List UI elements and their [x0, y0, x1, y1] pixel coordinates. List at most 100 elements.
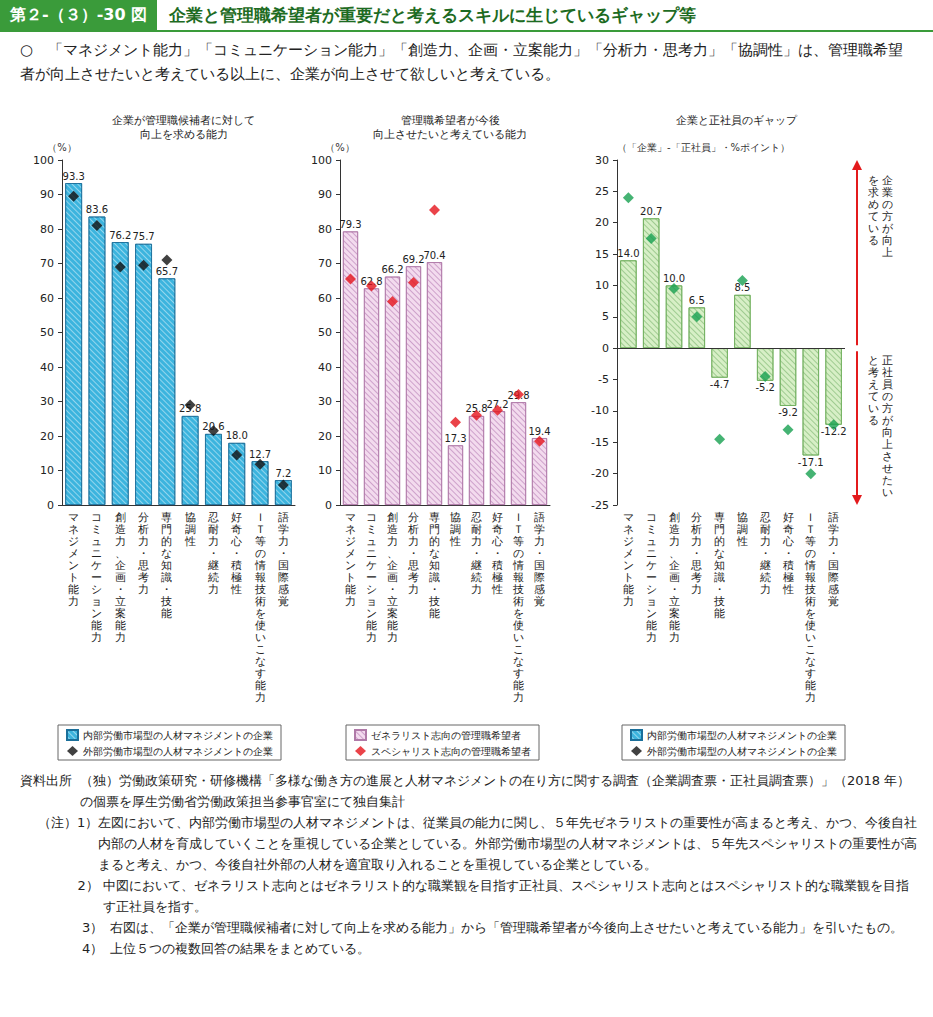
svg-text:力: 力	[646, 631, 657, 644]
svg-text:（「企業」-「正社員」・%ポイント）: （「企業」-「正社員」・%ポイント）	[617, 142, 790, 153]
svg-text:10: 10	[318, 464, 332, 477]
svg-text:力: 力	[408, 583, 419, 596]
svg-text:い: い	[882, 486, 893, 499]
svg-text:-10: -10	[591, 404, 609, 417]
svg-text:19.4: 19.4	[528, 426, 550, 437]
svg-text:100: 100	[33, 154, 54, 167]
svg-text:70.4: 70.4	[423, 250, 445, 261]
svg-text:20.7: 20.7	[640, 206, 662, 217]
svg-text:76.2: 76.2	[109, 230, 131, 241]
svg-text:向上を求める能力: 向上を求める能力	[140, 128, 228, 141]
svg-text:14.0: 14.0	[617, 248, 639, 259]
svg-text:上: 上	[882, 246, 893, 259]
svg-text:性: 性	[782, 583, 794, 596]
svg-text:93.3: 93.3	[63, 171, 85, 182]
svg-text:覚: 覚	[828, 595, 839, 608]
svg-text:外部労働市場型の人材マネジメントの企業: 外部労働市場型の人材マネジメントの企業	[647, 746, 837, 757]
svg-text:企業と正社員のギャップ: 企業と正社員のギャップ	[676, 114, 798, 127]
svg-text:（%）: （%）	[325, 142, 355, 153]
svg-text:15: 15	[595, 248, 609, 261]
svg-text:-5.2: -5.2	[755, 382, 775, 393]
svg-text:力: 力	[366, 631, 377, 644]
svg-text:0: 0	[602, 342, 609, 355]
svg-text:力: 力	[513, 691, 524, 704]
svg-text:90: 90	[318, 188, 332, 201]
svg-text:70: 70	[40, 257, 54, 270]
svg-text:る: る	[868, 414, 879, 427]
svg-text:力: 力	[760, 583, 771, 596]
svg-text:能: 能	[161, 607, 172, 620]
svg-text:75.7: 75.7	[132, 231, 154, 242]
svg-text:内部労働市場型の人材マネジメントの企業: 内部労働市場型の人材マネジメントの企業	[83, 730, 273, 741]
svg-text:力: 力	[255, 691, 266, 704]
svg-text:-15: -15	[591, 436, 609, 449]
svg-text:-4.7: -4.7	[710, 379, 730, 390]
svg-text:力: 力	[805, 691, 816, 704]
svg-text:-17.1: -17.1	[798, 457, 824, 468]
svg-text:65.7: 65.7	[156, 266, 178, 277]
svg-text:100: 100	[311, 154, 332, 167]
svg-text:40: 40	[318, 361, 332, 374]
svg-text:17.3: 17.3	[444, 433, 466, 444]
svg-text:40: 40	[40, 361, 54, 374]
svg-text:る: る	[868, 234, 879, 247]
svg-text:力: 力	[623, 595, 634, 608]
svg-text:60: 60	[40, 292, 54, 305]
svg-text:力: 力	[91, 631, 102, 644]
svg-text:性: 性	[449, 535, 461, 548]
svg-text:80: 80	[318, 223, 332, 236]
svg-text:性: 性	[491, 583, 503, 596]
svg-text:力: 力	[669, 631, 680, 644]
svg-text:30: 30	[595, 154, 609, 167]
svg-text:29.8: 29.8	[507, 390, 529, 401]
svg-text:60: 60	[318, 292, 332, 305]
svg-text:30: 30	[40, 395, 54, 408]
svg-text:性: 性	[184, 535, 196, 548]
svg-text:-20: -20	[591, 467, 609, 480]
svg-text:50: 50	[40, 326, 54, 339]
svg-text:70: 70	[318, 257, 332, 270]
svg-text:7.2: 7.2	[275, 468, 291, 479]
svg-text:80: 80	[40, 223, 54, 236]
svg-text:力: 力	[345, 595, 356, 608]
svg-text:69.2: 69.2	[402, 254, 424, 265]
svg-text:力: 力	[115, 631, 126, 644]
svg-text:スペシャリスト志向の管理職希望者: スペシャリスト志向の管理職希望者	[371, 746, 531, 757]
svg-text:-9.2: -9.2	[778, 407, 798, 418]
svg-text:10.0: 10.0	[663, 273, 685, 284]
svg-text:力: 力	[138, 583, 149, 596]
svg-text:能: 能	[429, 607, 440, 620]
svg-text:6.5: 6.5	[689, 295, 705, 306]
svg-text:10: 10	[595, 279, 609, 292]
svg-text:向上させたいと考えている能力: 向上させたいと考えている能力	[373, 128, 527, 141]
svg-text:5: 5	[602, 310, 609, 323]
svg-text:83.6: 83.6	[86, 204, 108, 215]
svg-text:外部労働市場型の人材マネジメントの企業: 外部労働市場型の人材マネジメントの企業	[83, 746, 273, 757]
svg-text:能: 能	[714, 607, 725, 620]
svg-text:覚: 覚	[534, 595, 545, 608]
svg-text:管理職希望者が今後: 管理職希望者が今後	[401, 114, 500, 127]
svg-text:25: 25	[595, 185, 609, 198]
svg-text:性: 性	[230, 583, 242, 596]
svg-text:覚: 覚	[278, 595, 289, 608]
svg-text:66.2: 66.2	[381, 264, 403, 275]
svg-text:0: 0	[47, 499, 54, 512]
svg-text:0: 0	[325, 499, 332, 512]
svg-text:18.0: 18.0	[226, 430, 248, 441]
svg-text:20: 20	[40, 430, 54, 443]
svg-text:20: 20	[318, 430, 332, 443]
svg-text:90: 90	[40, 188, 54, 201]
svg-text:ゼネラリスト志向の管理職希望者: ゼネラリスト志向の管理職希望者	[371, 730, 521, 741]
svg-text:力: 力	[691, 583, 702, 596]
svg-text:力: 力	[208, 583, 219, 596]
svg-text:性: 性	[736, 535, 748, 548]
svg-text:（%）: （%）	[47, 142, 77, 153]
svg-text:20: 20	[595, 216, 609, 229]
svg-text:79.3: 79.3	[339, 219, 361, 230]
svg-text:力: 力	[471, 583, 482, 596]
svg-text:-5: -5	[598, 373, 609, 386]
svg-text:50: 50	[318, 326, 332, 339]
svg-text:30: 30	[318, 395, 332, 408]
svg-text:内部労働市場型の人材マネジメントの企業: 内部労働市場型の人材マネジメントの企業	[647, 730, 837, 741]
svg-text:力: 力	[68, 595, 79, 608]
